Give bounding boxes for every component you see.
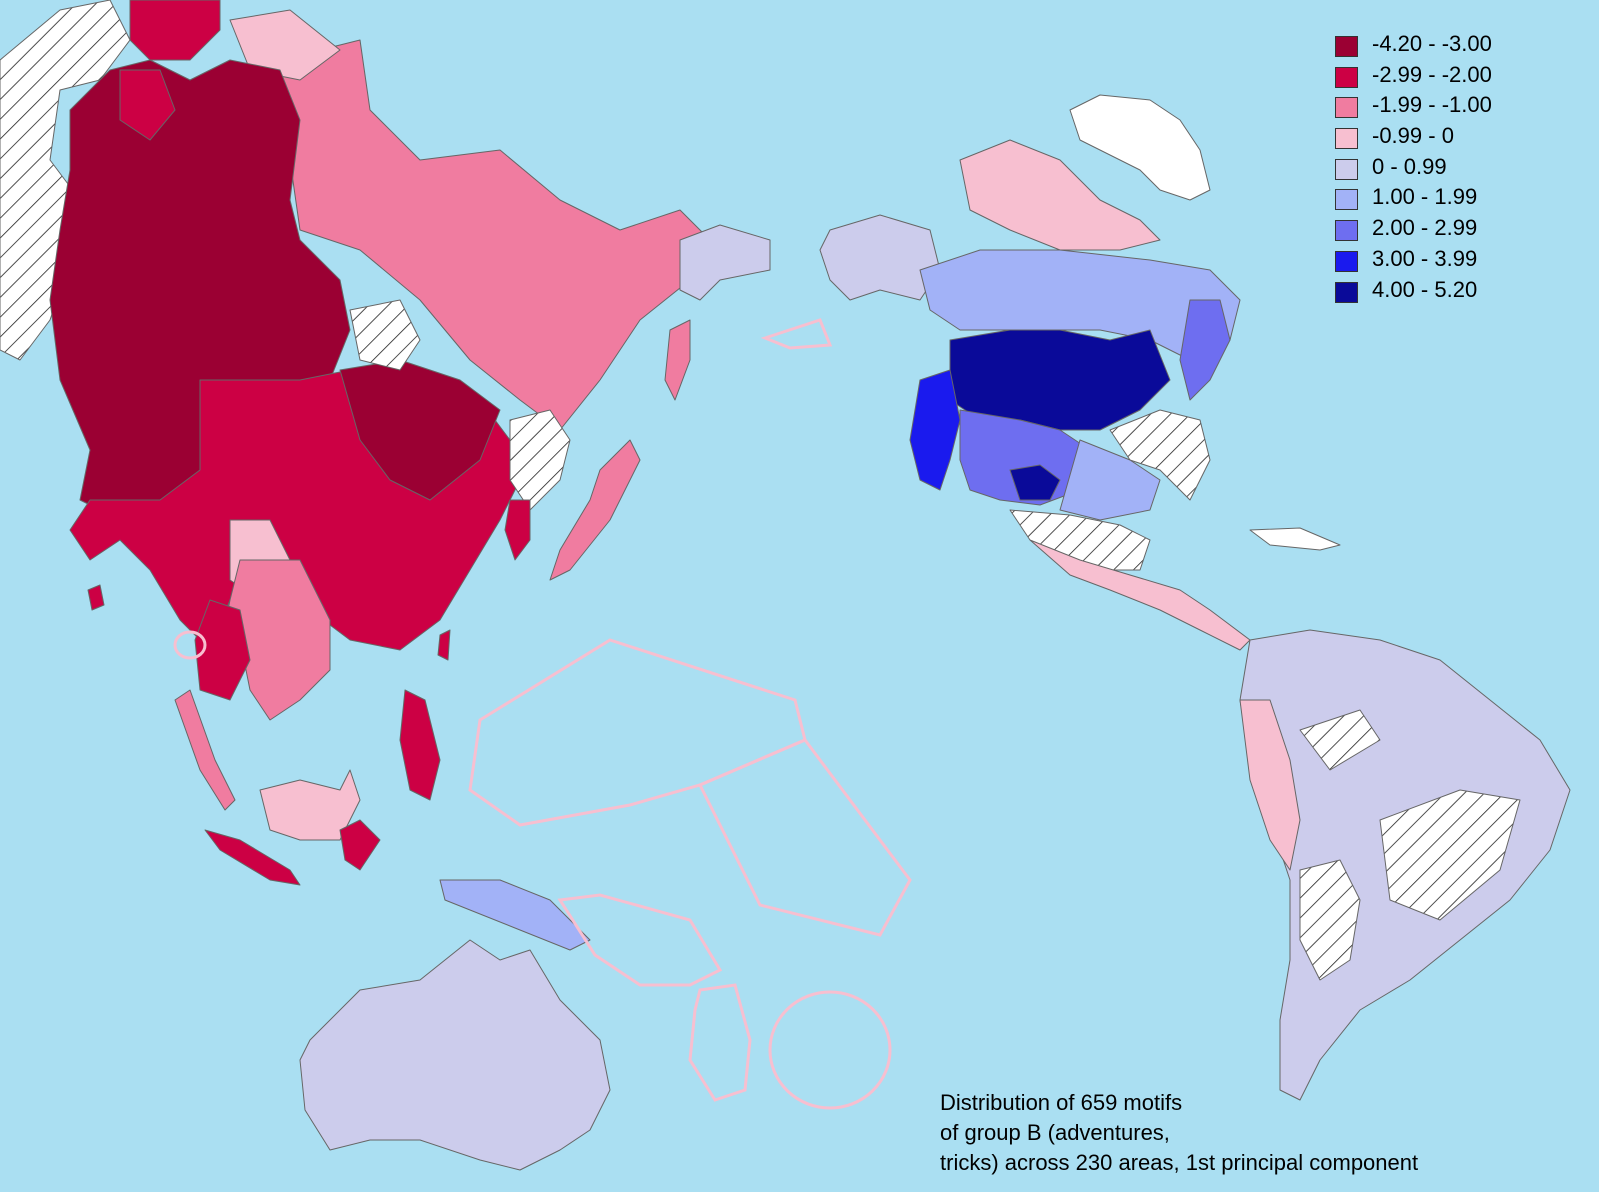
south-america-hatched-2 bbox=[1379, 789, 1521, 921]
asia-no-data-2 bbox=[509, 409, 571, 511]
legend-swatch bbox=[1335, 97, 1358, 119]
caption-line-2: of group B (adventures, bbox=[940, 1120, 1170, 1145]
europe-no-data bbox=[0, 0, 131, 361]
great-basin bbox=[909, 369, 961, 491]
red-northwest bbox=[129, 0, 221, 61]
legend-item: 0 - 0.99 bbox=[1330, 153, 1570, 184]
sulawesi bbox=[339, 819, 381, 871]
japan bbox=[549, 439, 641, 581]
legend-label: 0 - 0.99 bbox=[1372, 153, 1447, 179]
legend-label: -2.99 - -2.00 bbox=[1372, 61, 1492, 87]
red-northwest-2 bbox=[119, 69, 176, 141]
southwest-dark bbox=[1009, 464, 1061, 501]
legend-item: -4.20 - -3.00 bbox=[1330, 30, 1570, 61]
chukotka bbox=[679, 224, 771, 301]
legend-item: 2.00 - 2.99 bbox=[1330, 214, 1570, 245]
sumatra bbox=[174, 689, 236, 811]
new-guinea bbox=[439, 879, 591, 951]
indochina-red bbox=[194, 599, 251, 701]
taiwan bbox=[437, 629, 451, 661]
alaska bbox=[819, 214, 941, 301]
legend-label: -0.99 - 0 bbox=[1372, 123, 1454, 149]
legend-swatch bbox=[1335, 36, 1358, 57]
legend-swatch bbox=[1335, 220, 1358, 242]
australia bbox=[299, 939, 611, 1171]
map-caption: Distribution of 659 motifs of group B (a… bbox=[940, 1088, 1418, 1178]
legend-label: -1.99 - -1.00 bbox=[1372, 92, 1492, 118]
greenland bbox=[1069, 94, 1211, 201]
aleutian-outline bbox=[760, 318, 833, 350]
southeast-us bbox=[1059, 439, 1161, 521]
legend-item: -0.99 - 0 bbox=[1330, 122, 1570, 153]
legend-label: 2.00 - 2.99 bbox=[1372, 215, 1478, 241]
asia-no-data-1 bbox=[349, 299, 421, 371]
legend-swatch bbox=[1335, 250, 1358, 272]
borneo bbox=[259, 769, 361, 841]
java bbox=[204, 829, 301, 886]
northeast bbox=[1179, 299, 1231, 401]
andaman-outline bbox=[173, 630, 207, 660]
sri-lanka bbox=[87, 584, 105, 611]
mesoamerica bbox=[1029, 539, 1251, 651]
legend-swatch bbox=[1335, 158, 1358, 180]
philippines bbox=[399, 689, 441, 801]
south-america-hatched-3 bbox=[1299, 859, 1361, 981]
melanesia-outline bbox=[557, 893, 723, 987]
legend-label: 4.00 - 5.20 bbox=[1372, 276, 1478, 302]
caption-line-1: Distribution of 659 motifs bbox=[940, 1090, 1183, 1115]
korea bbox=[504, 499, 531, 561]
south-america-hatched-1 bbox=[1299, 709, 1381, 771]
asia-landmass bbox=[0, 0, 771, 1171]
legend-swatch bbox=[1335, 66, 1358, 88]
polynesia-outline bbox=[697, 738, 912, 937]
legend-item: -1.99 - -1.00 bbox=[1330, 91, 1570, 122]
legend-swatch bbox=[1335, 189, 1358, 211]
legend-item: 1.00 - 1.99 bbox=[1330, 183, 1570, 214]
legend-item: 3.00 - 3.99 bbox=[1330, 245, 1570, 276]
northeast-siberia bbox=[279, 39, 711, 431]
caribbean bbox=[1249, 527, 1341, 551]
legend: -4.20 - -3.00 -2.99 - -2.00 -1.99 - -1.00 -… bbox=[1330, 30, 1570, 306]
legend-label: -4.20 - -3.00 bbox=[1372, 31, 1492, 56]
legend-label: 3.00 - 3.99 bbox=[1372, 245, 1478, 271]
vanuatu-outline bbox=[688, 983, 752, 1102]
legend-swatch bbox=[1335, 128, 1358, 150]
fiji-outline bbox=[768, 990, 892, 1110]
legend-item: 4.00 - 5.20 bbox=[1330, 276, 1570, 307]
sakhalin bbox=[664, 319, 691, 401]
arctic-islands bbox=[959, 139, 1161, 251]
oceania-outlines bbox=[173, 318, 912, 1110]
pink-light-north bbox=[229, 9, 341, 81]
legend-item: -2.99 - -2.00 bbox=[1330, 61, 1570, 92]
andes-pink bbox=[1239, 699, 1301, 871]
mongolia-dark bbox=[339, 359, 501, 501]
americas-landmass bbox=[819, 94, 1571, 1101]
caption-line-3: tricks) across 230 areas, 1st principal … bbox=[940, 1150, 1419, 1175]
legend-swatch bbox=[1335, 281, 1358, 303]
legend-label: 1.00 - 1.99 bbox=[1372, 184, 1478, 210]
east-hatched bbox=[1109, 409, 1211, 501]
